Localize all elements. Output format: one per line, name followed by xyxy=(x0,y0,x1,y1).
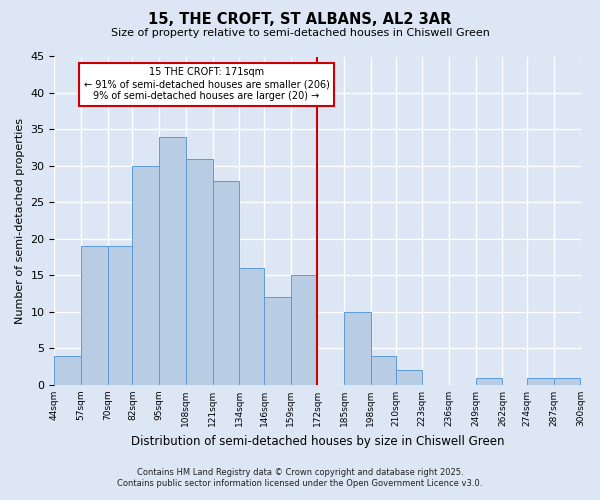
Bar xyxy=(371,356,395,385)
X-axis label: Distribution of semi-detached houses by size in Chiswell Green: Distribution of semi-detached houses by … xyxy=(131,434,504,448)
Bar xyxy=(264,298,291,385)
Bar xyxy=(476,378,502,385)
Bar xyxy=(212,180,239,385)
Bar xyxy=(159,137,186,385)
Bar xyxy=(395,370,422,385)
Bar xyxy=(133,166,159,385)
Bar xyxy=(344,312,371,385)
Text: 15 THE CROFT: 171sqm
← 91% of semi-detached houses are smaller (206)
9% of semi-: 15 THE CROFT: 171sqm ← 91% of semi-detac… xyxy=(83,68,329,100)
Bar xyxy=(81,246,108,385)
Bar xyxy=(186,158,212,385)
Bar xyxy=(554,378,580,385)
Bar xyxy=(55,356,81,385)
Text: Size of property relative to semi-detached houses in Chiswell Green: Size of property relative to semi-detach… xyxy=(110,28,490,38)
Bar xyxy=(527,378,554,385)
Text: Contains HM Land Registry data © Crown copyright and database right 2025.
Contai: Contains HM Land Registry data © Crown c… xyxy=(118,468,482,487)
Bar xyxy=(108,246,133,385)
Bar xyxy=(239,268,264,385)
Bar xyxy=(291,276,317,385)
Text: 15, THE CROFT, ST ALBANS, AL2 3AR: 15, THE CROFT, ST ALBANS, AL2 3AR xyxy=(148,12,452,28)
Y-axis label: Number of semi-detached properties: Number of semi-detached properties xyxy=(15,118,25,324)
